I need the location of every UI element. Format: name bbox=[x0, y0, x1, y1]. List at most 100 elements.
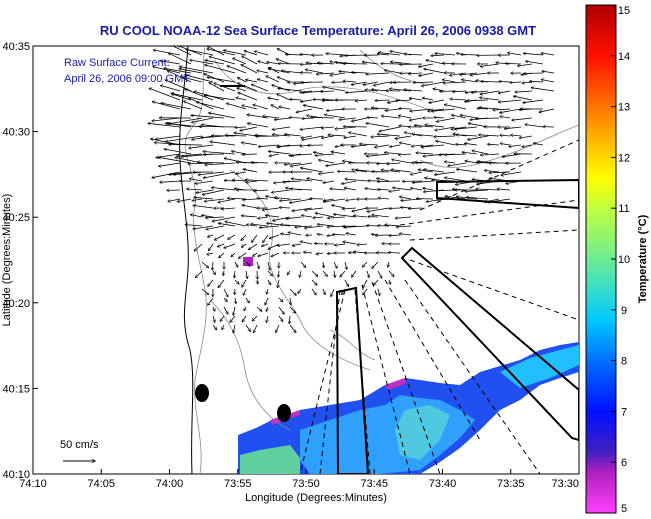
current-vector bbox=[432, 108, 456, 111]
current-vector bbox=[399, 108, 412, 109]
current-vector bbox=[316, 73, 335, 74]
current-vector bbox=[531, 88, 555, 92]
current-vector bbox=[468, 135, 489, 140]
current-vector bbox=[161, 103, 192, 110]
current-vector bbox=[542, 71, 555, 74]
current-vector bbox=[160, 181, 181, 182]
current-vector bbox=[253, 324, 258, 333]
current-vector bbox=[289, 288, 296, 295]
current-vector bbox=[325, 115, 346, 119]
current-vector bbox=[258, 252, 269, 256]
current-vector bbox=[244, 51, 258, 56]
current-vector bbox=[201, 288, 209, 295]
current-vector bbox=[465, 189, 489, 192]
current-vector bbox=[499, 81, 511, 82]
current-vector bbox=[533, 143, 544, 146]
current-vector bbox=[515, 91, 533, 92]
current-vector bbox=[303, 105, 324, 110]
current-vector bbox=[452, 115, 467, 119]
current-vector bbox=[328, 135, 346, 136]
current-vector bbox=[367, 153, 390, 156]
current-vector bbox=[351, 144, 368, 147]
y-axis-label: Latitude (Degrees:Minutes) bbox=[1, 194, 13, 327]
current-vector bbox=[378, 181, 401, 182]
current-vector bbox=[366, 73, 390, 74]
current-vector bbox=[514, 96, 533, 101]
current-vector bbox=[387, 163, 401, 164]
current-vector bbox=[304, 252, 313, 253]
current-vector bbox=[460, 72, 478, 75]
colorbar-tick-label: 14 bbox=[618, 51, 630, 63]
current-vector bbox=[195, 270, 203, 278]
current-vector bbox=[160, 61, 181, 65]
current-vector bbox=[254, 190, 269, 191]
current-vector bbox=[183, 77, 203, 83]
colorbar-tick-label: 9 bbox=[621, 305, 627, 317]
current-vector bbox=[455, 126, 478, 129]
current-vector bbox=[435, 53, 456, 56]
current-vector bbox=[223, 288, 228, 297]
colorbar-ticks: 15 14 13 12 11 10 9 8 7 6 5 bbox=[611, 4, 630, 515]
current-vector bbox=[324, 198, 346, 202]
current-vector bbox=[465, 161, 478, 164]
current-vector bbox=[419, 63, 434, 67]
current-vector bbox=[171, 94, 192, 101]
current-vector bbox=[519, 135, 533, 138]
current-vector bbox=[398, 154, 412, 155]
current-vector bbox=[390, 89, 412, 92]
current-vector bbox=[269, 153, 280, 156]
current-vector bbox=[541, 80, 555, 83]
current-vector bbox=[302, 135, 324, 140]
current-vector bbox=[500, 117, 511, 119]
current-vector bbox=[436, 190, 456, 191]
current-vector bbox=[510, 82, 522, 83]
current-vector bbox=[378, 288, 380, 296]
current-vector bbox=[360, 144, 379, 145]
current-vector bbox=[390, 144, 401, 147]
current-vector bbox=[165, 123, 203, 128]
current-vector bbox=[271, 252, 280, 257]
current-vector bbox=[225, 222, 247, 227]
current-vector bbox=[209, 243, 214, 251]
figure-title: RU COOL NOAA-12 Sea Surface Temperature:… bbox=[100, 23, 536, 38]
current-vector bbox=[187, 189, 203, 190]
current-vector bbox=[289, 306, 296, 313]
current-vector bbox=[207, 77, 236, 83]
current-vector bbox=[285, 134, 302, 137]
current-vector bbox=[326, 162, 346, 166]
current-vector bbox=[158, 157, 192, 164]
current-vector bbox=[206, 217, 225, 218]
current-vector bbox=[395, 100, 412, 101]
current-vector bbox=[410, 117, 423, 120]
current-vector bbox=[242, 205, 258, 209]
current-vector bbox=[171, 93, 203, 101]
current-vector bbox=[381, 116, 401, 119]
current-vector bbox=[375, 100, 390, 101]
current-vector bbox=[345, 55, 368, 56]
current-vector bbox=[400, 234, 412, 235]
current-vector bbox=[384, 70, 401, 74]
current-vector bbox=[290, 99, 302, 100]
current-vector bbox=[428, 108, 445, 111]
current-vector bbox=[434, 136, 456, 137]
colorbar-tick-label: 8 bbox=[621, 356, 627, 368]
current-vector bbox=[344, 126, 368, 127]
current-vector bbox=[357, 244, 368, 245]
current-vector bbox=[268, 69, 291, 74]
current-vector bbox=[509, 144, 522, 147]
current-vector bbox=[351, 81, 368, 85]
current-vector bbox=[311, 279, 317, 285]
current-vector bbox=[445, 178, 467, 182]
current-vector bbox=[237, 88, 247, 92]
current-vector bbox=[148, 123, 181, 128]
current-vector bbox=[300, 126, 324, 130]
current-vector bbox=[252, 315, 258, 321]
current-vector bbox=[241, 243, 247, 247]
current-vector bbox=[422, 98, 434, 101]
current-vector bbox=[355, 100, 368, 101]
current-vector bbox=[235, 288, 236, 295]
current-vector bbox=[185, 75, 214, 83]
current-vector bbox=[281, 234, 291, 235]
current-vector bbox=[277, 94, 291, 101]
current-vector bbox=[498, 99, 522, 102]
